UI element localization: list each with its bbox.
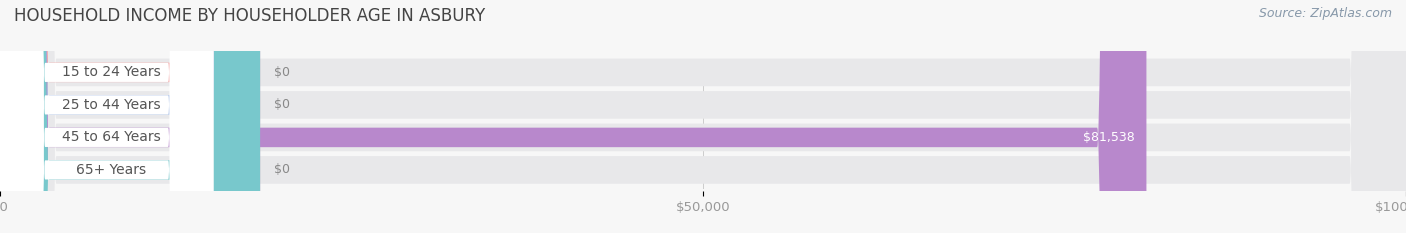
FancyBboxPatch shape: [0, 0, 214, 233]
Text: $0: $0: [274, 98, 290, 111]
FancyBboxPatch shape: [0, 0, 260, 233]
FancyBboxPatch shape: [0, 0, 214, 233]
FancyBboxPatch shape: [0, 0, 1146, 233]
FancyBboxPatch shape: [0, 0, 214, 233]
Text: 45 to 64 Years: 45 to 64 Years: [62, 130, 160, 144]
FancyBboxPatch shape: [0, 0, 260, 233]
Text: 25 to 44 Years: 25 to 44 Years: [62, 98, 160, 112]
Text: $81,538: $81,538: [1084, 131, 1135, 144]
Text: $0: $0: [274, 163, 290, 176]
FancyBboxPatch shape: [0, 0, 214, 233]
Text: 15 to 24 Years: 15 to 24 Years: [62, 65, 160, 79]
Text: HOUSEHOLD INCOME BY HOUSEHOLDER AGE IN ASBURY: HOUSEHOLD INCOME BY HOUSEHOLDER AGE IN A…: [14, 7, 485, 25]
Text: $0: $0: [274, 66, 290, 79]
Text: 65+ Years: 65+ Years: [76, 163, 146, 177]
FancyBboxPatch shape: [0, 0, 260, 233]
Text: Source: ZipAtlas.com: Source: ZipAtlas.com: [1258, 7, 1392, 20]
